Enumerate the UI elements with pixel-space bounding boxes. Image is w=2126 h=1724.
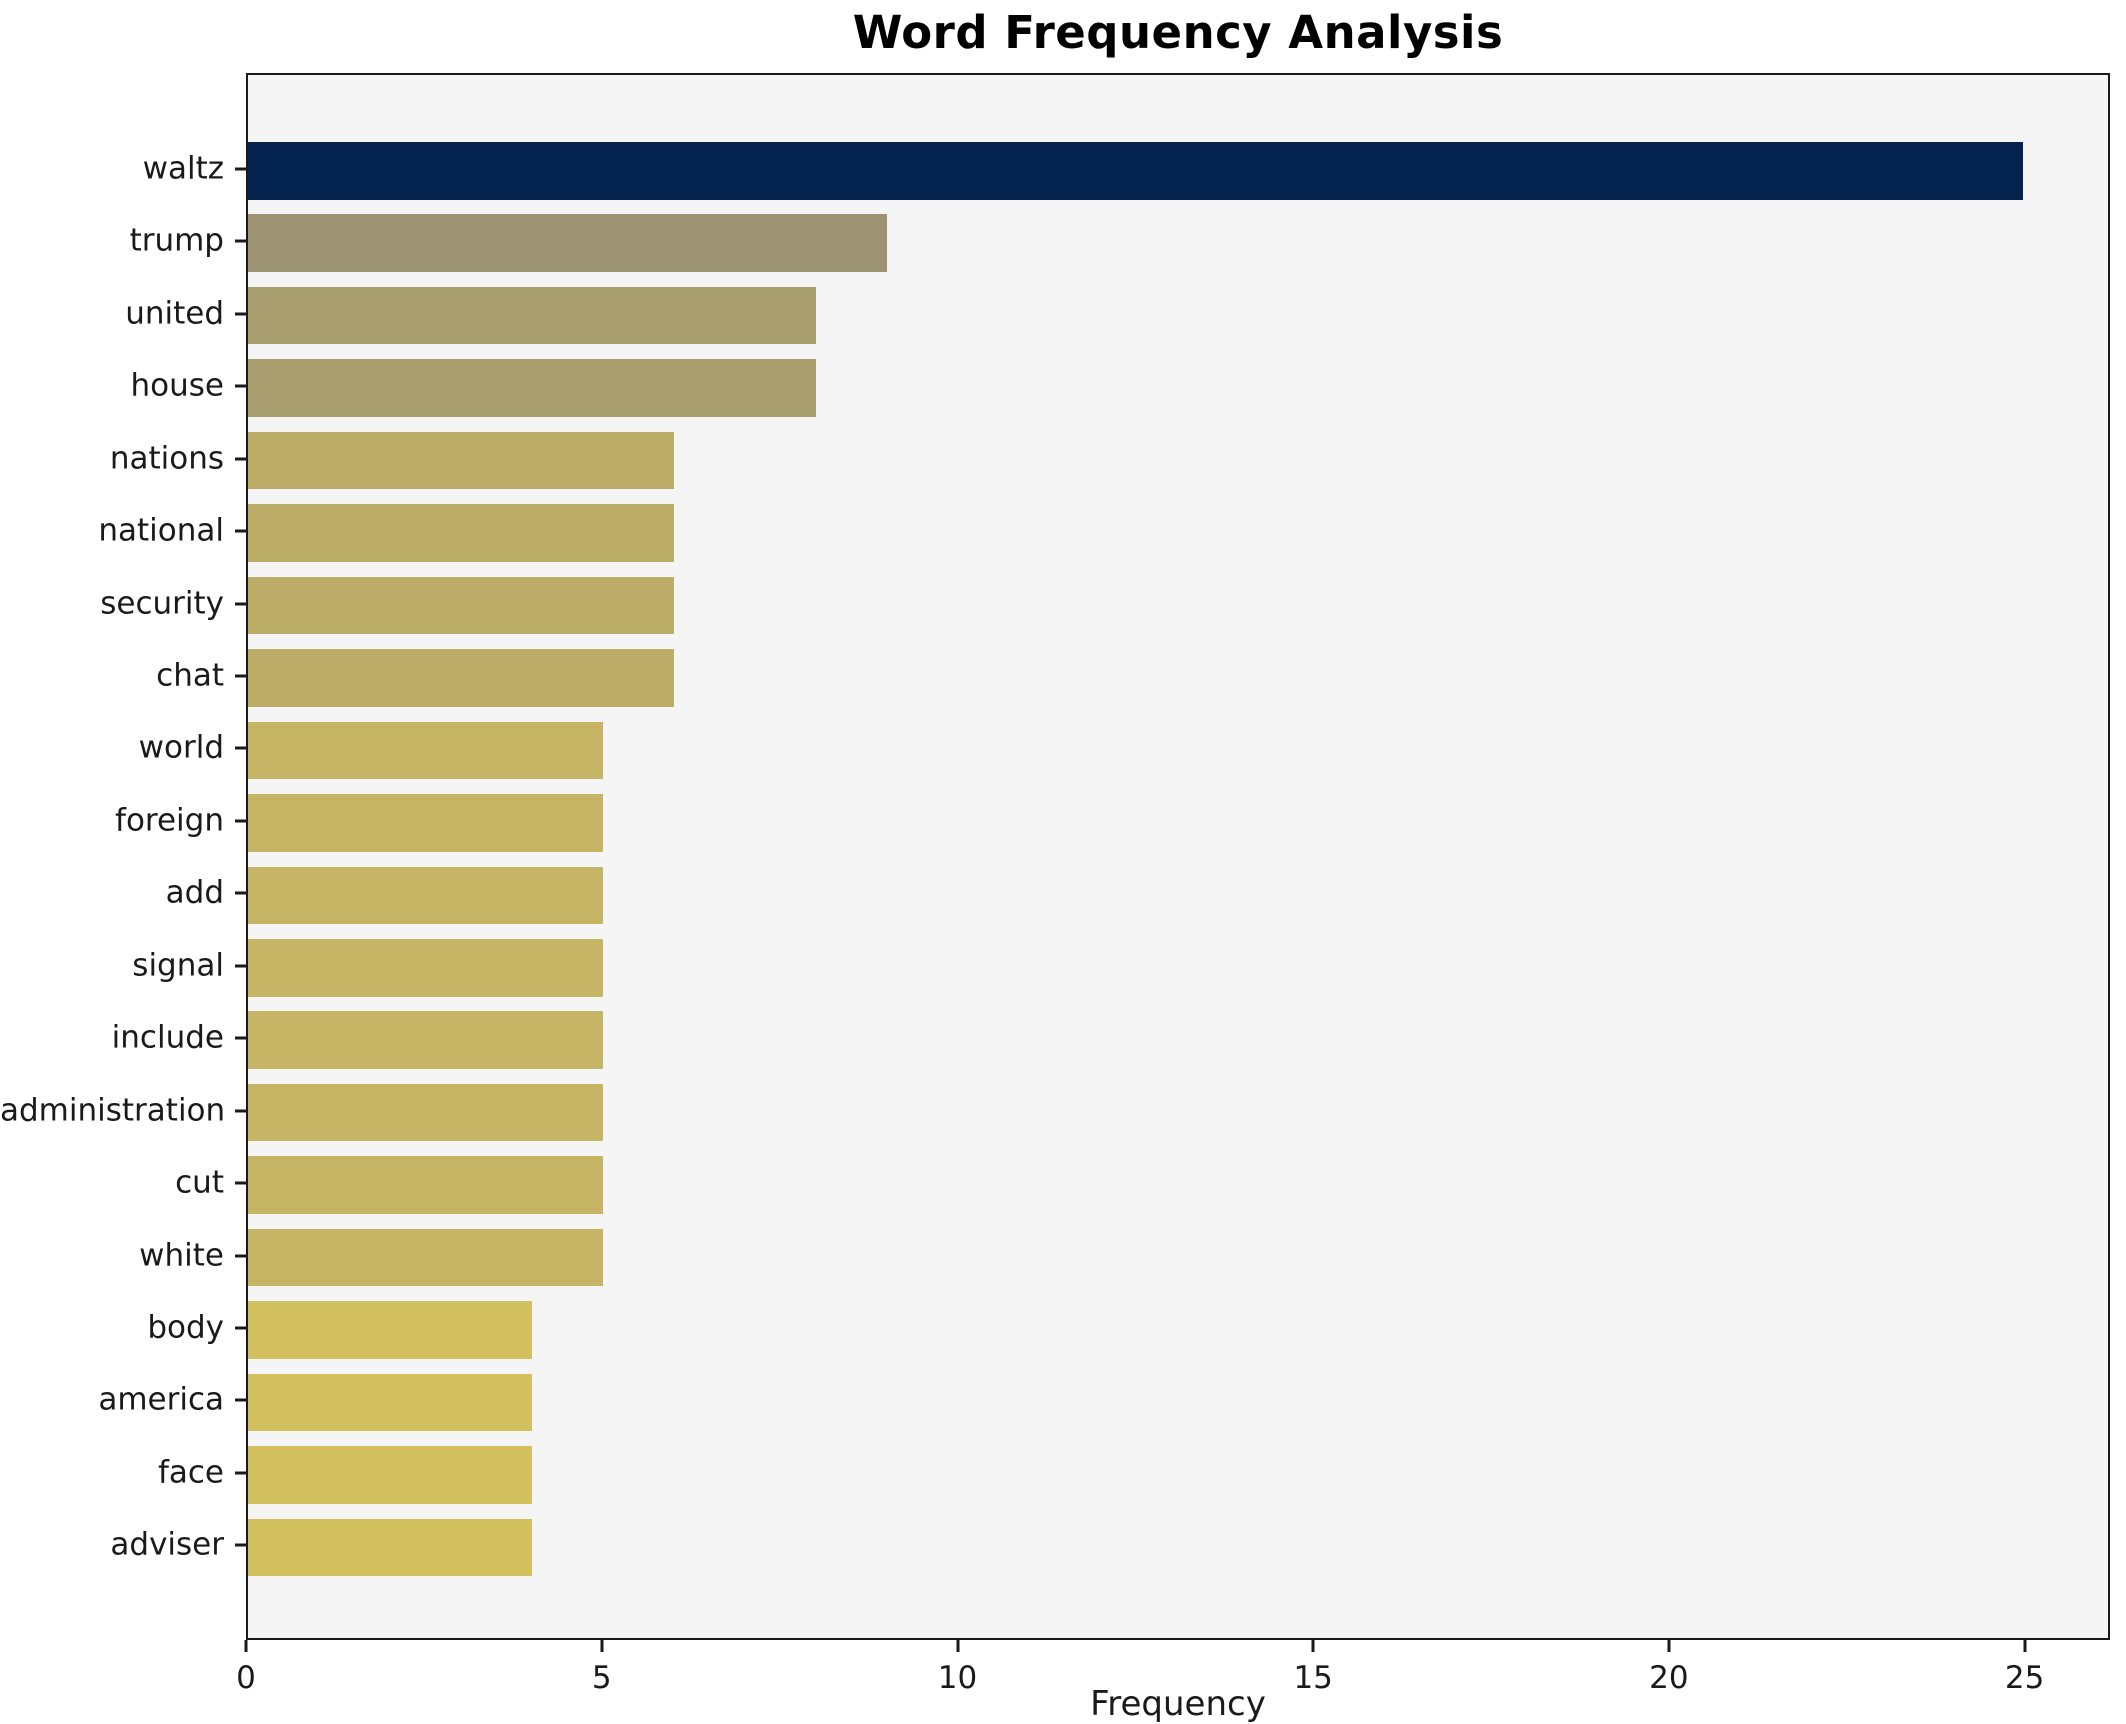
y-tick-label-national: national — [98, 512, 224, 549]
bar-adviser — [248, 1518, 532, 1576]
bar-include — [248, 1011, 603, 1069]
bar-add — [248, 866, 603, 924]
bar-white — [248, 1228, 603, 1287]
y-tick-label-white: white — [139, 1236, 224, 1273]
y-tick — [235, 1326, 246, 1330]
y-tick-label-add: add — [165, 874, 224, 911]
bar-national — [248, 504, 674, 562]
y-tick-label-united: united — [125, 294, 224, 331]
y-tick — [235, 746, 246, 750]
y-tick — [235, 457, 246, 461]
bar-trump — [248, 214, 887, 272]
y-tick — [235, 891, 246, 895]
y-tick-label-face: face — [157, 1454, 224, 1491]
y-tick-label-include: include — [111, 1019, 224, 1056]
y-tick — [235, 1254, 246, 1257]
y-tick-label-body: body — [147, 1309, 224, 1346]
x-tick-label-15: 15 — [1293, 1660, 1333, 1696]
bar-signal — [248, 939, 603, 997]
y-tick-label-administration: administration — [0, 1091, 226, 1128]
bar-security — [248, 576, 674, 635]
y-tick — [235, 167, 246, 171]
y-tick-label-trump: trump — [129, 222, 224, 259]
x-tick-label-0: 0 — [236, 1660, 256, 1696]
y-tick — [235, 384, 246, 388]
y-tick-label-adviser: adviser — [110, 1526, 224, 1563]
x-tick — [600, 1640, 604, 1652]
y-tick — [235, 602, 246, 605]
bar-waltz — [248, 142, 2023, 200]
x-tick — [956, 1640, 959, 1652]
y-tick-label-cut: cut — [175, 1164, 224, 1201]
bar-america — [248, 1373, 532, 1432]
y-tick — [235, 819, 246, 823]
y-tick — [235, 1181, 246, 1185]
x-tick — [1311, 1640, 1315, 1652]
bar-united — [248, 286, 816, 345]
y-tick-label-chat: chat — [156, 657, 224, 694]
x-tick-label-10: 10 — [937, 1660, 978, 1696]
y-tick-label-foreign: foreign — [115, 802, 224, 839]
y-tick-label-america: america — [98, 1381, 224, 1418]
bar-body — [248, 1301, 532, 1359]
bar-administration — [248, 1083, 603, 1142]
x-tick-label-25: 25 — [2004, 1660, 2045, 1696]
bar-chat — [248, 649, 674, 707]
y-tick — [235, 1109, 246, 1113]
y-tick-label-waltz: waltz — [142, 150, 224, 187]
bar-nations — [248, 431, 674, 490]
x-tick-label-5: 5 — [591, 1660, 612, 1696]
x-tick — [244, 1640, 248, 1652]
chart-title: Word Frequency Analysis — [852, 6, 1504, 59]
y-tick — [235, 1036, 246, 1040]
x-tick — [1667, 1640, 1671, 1652]
y-tick — [235, 1398, 246, 1402]
y-tick — [235, 239, 246, 243]
bar-foreign — [248, 794, 603, 852]
y-tick — [235, 1471, 246, 1475]
y-tick — [235, 964, 246, 968]
y-tick — [235, 312, 246, 316]
x-tick-label-20: 20 — [1649, 1660, 1689, 1696]
y-tick-label-house: house — [130, 367, 224, 404]
y-tick — [235, 674, 246, 678]
bar-cut — [248, 1156, 603, 1214]
y-tick — [235, 529, 246, 533]
x-axis-label: Frequency — [1090, 1684, 1266, 1724]
y-tick-label-nations: nations — [109, 439, 224, 476]
bar-house — [248, 359, 816, 417]
y-tick-label-world: world — [138, 729, 224, 766]
bar-face — [248, 1446, 532, 1504]
x-tick — [2023, 1640, 2027, 1652]
y-tick — [235, 1543, 246, 1547]
y-tick-label-signal: signal — [132, 946, 224, 983]
plot-area — [246, 73, 2110, 1640]
y-tick-label-security: security — [100, 584, 224, 621]
bar-world — [248, 721, 603, 780]
